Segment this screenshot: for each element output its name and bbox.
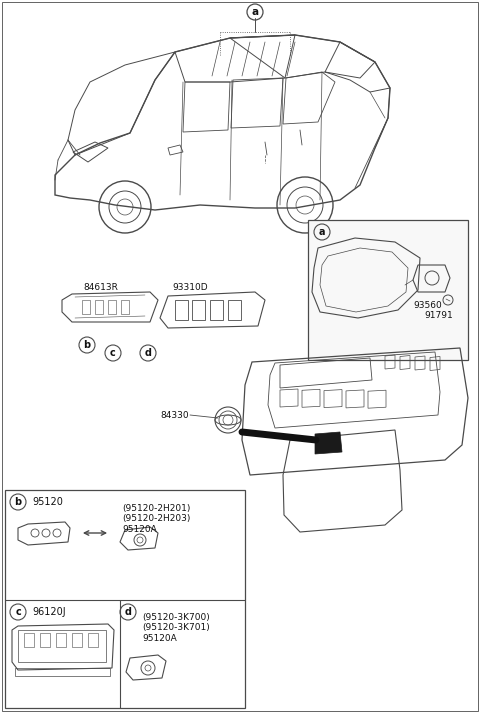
Text: c: c [15, 607, 21, 617]
Bar [56, 633, 66, 647]
Bar [192, 300, 205, 320]
Bar [108, 300, 116, 314]
Text: 91791: 91791 [424, 312, 453, 321]
Bar [24, 633, 34, 647]
Text: (95120-2H201)
(95120-2H203)
95120A: (95120-2H201) (95120-2H203) 95120A [122, 504, 191, 534]
Bar [175, 300, 188, 320]
Text: d: d [144, 348, 152, 358]
Bar [308, 220, 468, 360]
Text: 96120J: 96120J [32, 607, 66, 617]
Text: 93310D: 93310D [172, 282, 208, 292]
Bar [88, 633, 98, 647]
Text: b: b [14, 497, 22, 507]
Bar [5, 490, 245, 708]
Bar [228, 300, 241, 320]
Polygon shape [315, 432, 342, 454]
Bar [40, 633, 50, 647]
Text: 84613R: 84613R [83, 282, 118, 292]
Bar [210, 300, 223, 320]
Bar [18, 630, 106, 662]
Text: d: d [124, 607, 132, 617]
Bar [95, 300, 103, 314]
Text: 95120: 95120 [32, 497, 63, 507]
Text: 84330: 84330 [160, 411, 189, 419]
Bar [121, 300, 129, 314]
Text: (95120-3K700)
(95120-3K701)
95120A: (95120-3K700) (95120-3K701) 95120A [142, 613, 210, 643]
Text: 93560: 93560 [413, 302, 442, 310]
Text: a: a [252, 7, 259, 17]
Text: c: c [110, 348, 116, 358]
Bar [82, 300, 90, 314]
Bar [72, 633, 82, 647]
Text: b: b [84, 340, 91, 350]
Text: a: a [319, 227, 325, 237]
Bar [15, 668, 110, 676]
